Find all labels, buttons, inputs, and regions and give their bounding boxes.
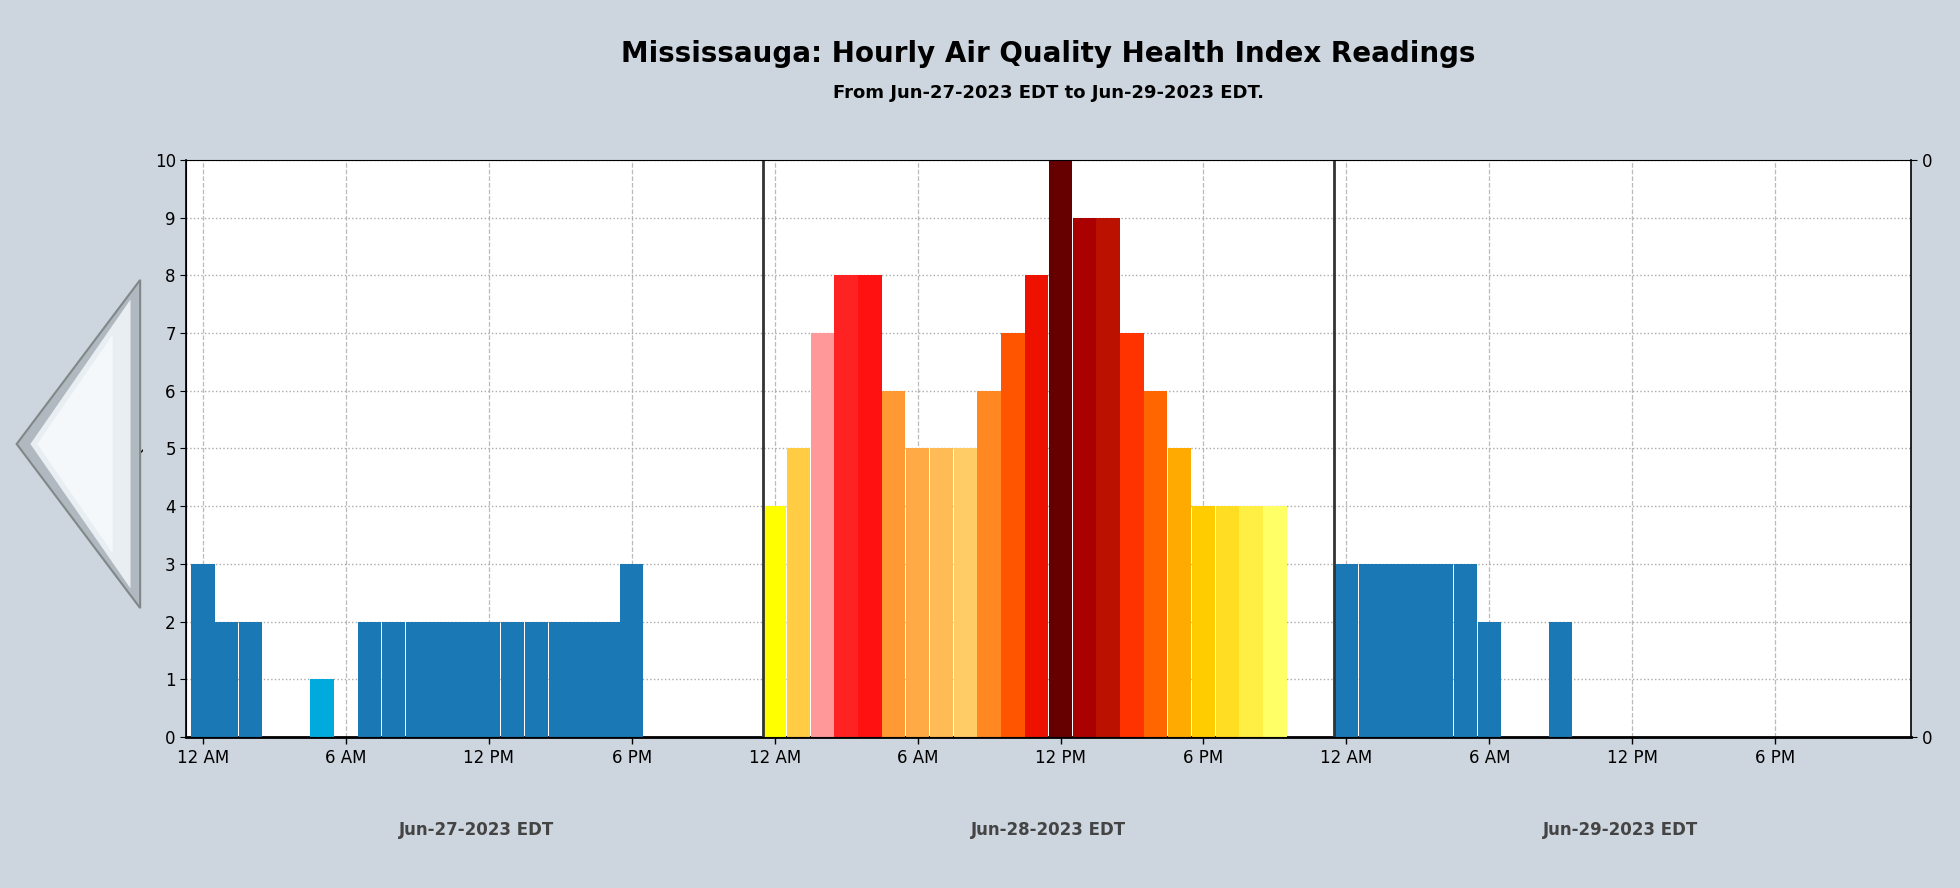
Bar <box>596 622 619 737</box>
Bar <box>382 622 406 737</box>
Bar <box>1121 333 1143 737</box>
Bar <box>1264 506 1286 737</box>
Bar <box>1025 275 1049 737</box>
Bar <box>619 564 643 737</box>
Bar <box>429 622 453 737</box>
Bar <box>1072 218 1096 737</box>
Bar <box>1454 564 1478 737</box>
Bar <box>572 622 596 737</box>
Bar <box>310 679 333 737</box>
Text: From Jun-27-2023 EDT to Jun-29-2023 EDT.: From Jun-27-2023 EDT to Jun-29-2023 EDT. <box>833 84 1264 102</box>
Bar <box>1382 564 1405 737</box>
Text: Jun-28-2023 EDT: Jun-28-2023 EDT <box>970 821 1127 839</box>
Text: Jun-27-2023 EDT: Jun-27-2023 EDT <box>400 821 555 839</box>
Bar <box>216 622 239 737</box>
Bar <box>525 622 549 737</box>
Bar <box>192 564 214 737</box>
Polygon shape <box>16 280 141 608</box>
Bar <box>1215 506 1239 737</box>
Bar <box>786 448 809 737</box>
Bar <box>359 622 382 737</box>
Bar <box>1431 564 1454 737</box>
Polygon shape <box>31 299 131 589</box>
Bar <box>1405 564 1429 737</box>
Text: Jun-29-2023 EDT: Jun-29-2023 EDT <box>1543 821 1697 839</box>
Bar <box>549 622 572 737</box>
Bar <box>978 391 1002 737</box>
Bar <box>1358 564 1382 737</box>
Bar <box>1096 218 1119 737</box>
Bar <box>476 622 500 737</box>
Bar <box>1168 448 1192 737</box>
Bar <box>1002 333 1025 737</box>
Bar <box>955 448 976 737</box>
Bar <box>239 622 263 737</box>
Bar <box>906 448 929 737</box>
Bar <box>882 391 906 737</box>
Y-axis label: AQHI: AQHI <box>127 426 147 471</box>
Bar <box>1239 506 1262 737</box>
Bar <box>858 275 882 737</box>
Bar <box>835 275 858 737</box>
Bar <box>762 506 786 737</box>
Bar <box>1145 391 1168 737</box>
Bar <box>1478 622 1501 737</box>
Bar <box>1049 160 1072 737</box>
Bar <box>1192 506 1215 737</box>
Bar <box>811 333 833 737</box>
Bar <box>929 448 953 737</box>
Bar <box>406 622 429 737</box>
Bar <box>502 622 523 737</box>
Polygon shape <box>37 335 112 553</box>
Text: Mississauga: Hourly Air Quality Health Index Readings: Mississauga: Hourly Air Quality Health I… <box>621 40 1476 68</box>
Bar <box>1335 564 1358 737</box>
Bar <box>1548 622 1572 737</box>
Bar <box>453 622 476 737</box>
